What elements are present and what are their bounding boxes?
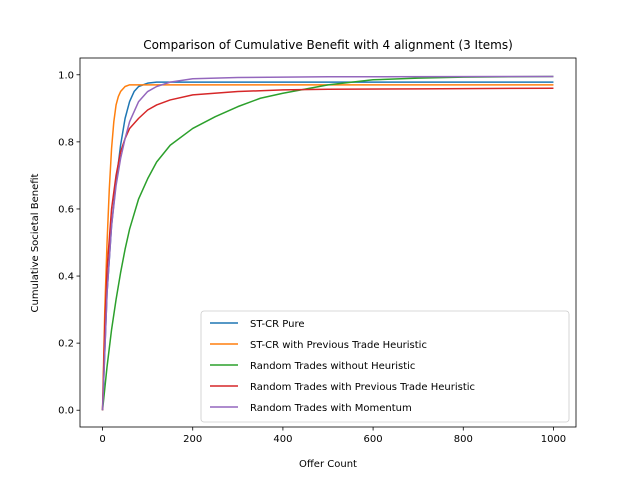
legend-label: Random Trades with Momentum: [250, 403, 412, 414]
series-line-5: [101, 75, 554, 411]
x-tick-label: 0: [99, 434, 105, 445]
axes: 0 200 400 600 800 1000 0.0 0.2 0.4 0.6 0.8 1.0: [58, 57, 577, 445]
x-axis-label: Offer Count: [299, 459, 357, 470]
legend: ST-CR Pure ST-CR with Previous Trade Heur…: [200, 310, 570, 423]
x-tick-label: 800: [454, 434, 473, 445]
chart-title: Comparison of Cumulative Benefit with 4 …: [143, 38, 513, 52]
series-line-4: [101, 87, 554, 411]
x-tick-label: 1000: [541, 434, 566, 445]
legend-label: ST-CR with Previous Trade Heuristic: [250, 340, 427, 351]
x-tick-label: 600: [364, 434, 383, 445]
y-tick-label: 0.4: [58, 272, 74, 283]
plot-frame: [79, 57, 577, 428]
series-line-2: [101, 84, 554, 411]
plot-lines: [101, 75, 554, 411]
legend-label: Random Trades without Heuristic: [250, 361, 415, 372]
y-tick-label: 0.6: [58, 204, 74, 215]
y-axis-label: Cumulative Societal Benefit: [30, 173, 41, 312]
y-tick-label: 0.0: [58, 406, 74, 417]
y-tick-label: 0.8: [58, 137, 74, 148]
series-line-3: [101, 75, 554, 411]
x-tick-label: 200: [183, 434, 202, 445]
legend-label: ST-CR Pure: [250, 319, 305, 330]
legend-box: [200, 310, 570, 423]
y-tick-label: 1.0: [58, 70, 74, 81]
y-tick-label: 0.2: [58, 339, 74, 350]
x-tick-label: 400: [273, 434, 292, 445]
legend-label: Random Trades with Previous Trade Heuris…: [250, 382, 475, 393]
